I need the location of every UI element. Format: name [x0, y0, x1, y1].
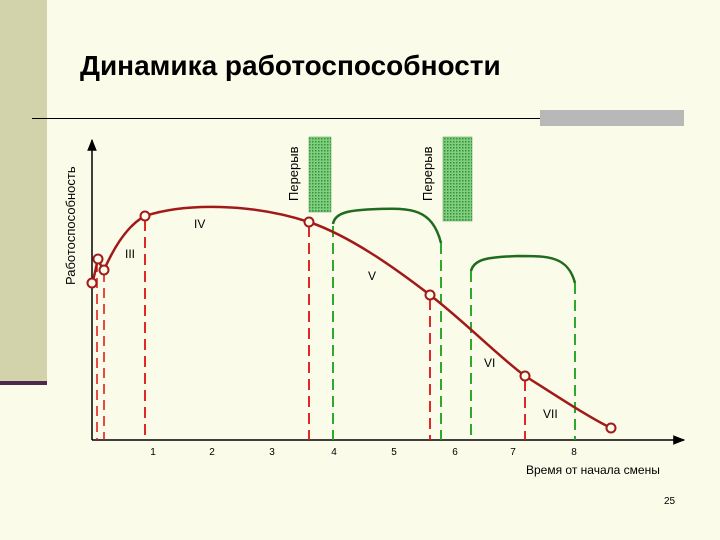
x-tick-6: 6: [452, 447, 458, 458]
curve-point: [92, 253, 104, 265]
curve-point: [139, 210, 151, 222]
x-axis-label: Время от начала смены: [526, 463, 660, 477]
curve-point: [605, 422, 617, 434]
break-label-2: Перерыв: [420, 146, 435, 201]
x-tick-2: 2: [209, 447, 215, 458]
y-axis-label: Работоспособность: [63, 166, 78, 285]
x-tick-1: 1: [150, 447, 156, 458]
slide-number: 25: [664, 496, 676, 507]
curve-point: [519, 370, 531, 382]
x-tick-5: 5: [391, 447, 397, 458]
work-capacity-curve: [90, 205, 612, 430]
curve-point: [424, 289, 436, 301]
curve-point: [98, 264, 110, 276]
break-label-1: Перерыв: [286, 146, 301, 201]
post-break-curve-1: [331, 207, 443, 244]
side-decor-line: [0, 381, 47, 385]
phase-label-vii: VII: [543, 407, 558, 421]
curve-point: [86, 277, 98, 289]
break-block-2: [442, 136, 473, 222]
side-decor-bar: [0, 0, 47, 383]
slide-title: Динамика работоспособности: [80, 50, 501, 81]
x-tick-4: 4: [331, 447, 337, 458]
curve-point: [303, 216, 315, 228]
phase-label-v: V: [368, 269, 376, 283]
break-block-1: [308, 136, 332, 213]
phase-label-iv: IV: [194, 217, 205, 231]
x-tick-8: 8: [571, 447, 577, 458]
title-underline: [32, 118, 684, 119]
x-tick-3: 3: [269, 447, 275, 458]
phase-label-vi: VI: [484, 356, 495, 370]
phase-label-iii: III: [125, 247, 135, 261]
underline-accent-block: [540, 110, 684, 126]
x-tick-7: 7: [510, 447, 516, 458]
post-break-curve-2: [469, 254, 577, 284]
